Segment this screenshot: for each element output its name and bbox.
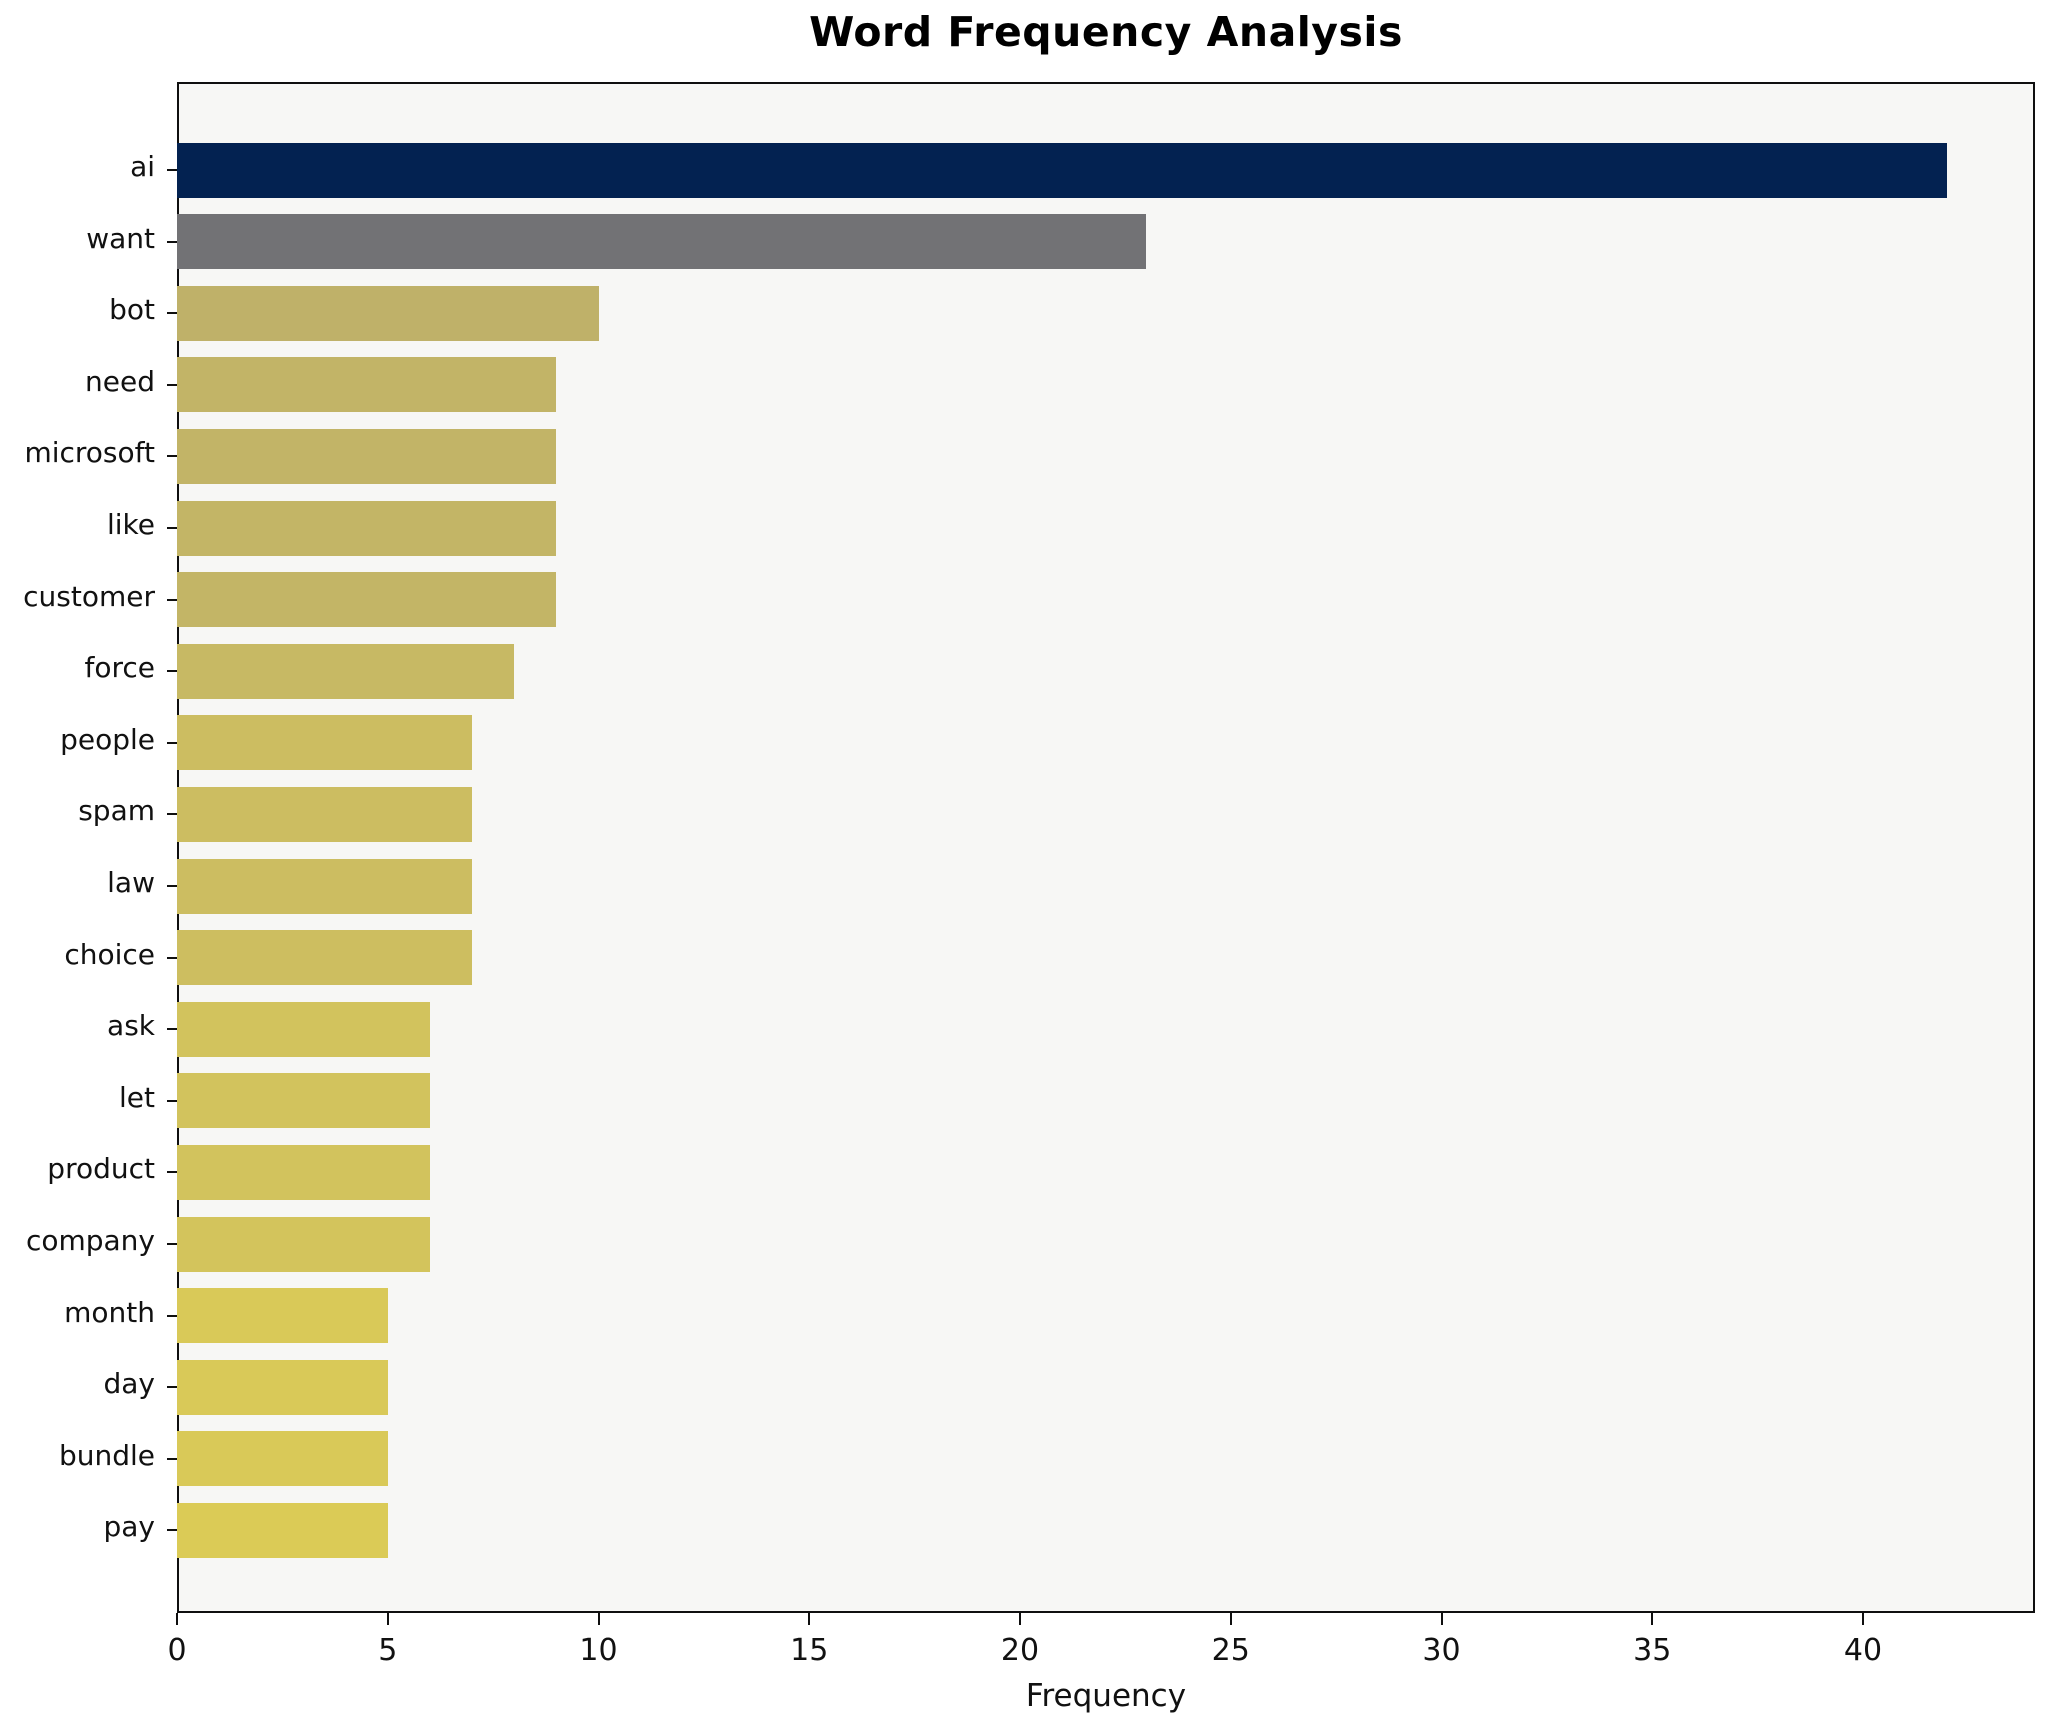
y-tick-label-want: want xyxy=(86,221,155,255)
y-tick-mark xyxy=(167,312,177,315)
bar-want xyxy=(177,214,1147,270)
y-tick-mark xyxy=(167,1171,177,1174)
y-tick-mark xyxy=(167,1028,177,1031)
y-tick-mark xyxy=(167,1457,177,1460)
bar-company xyxy=(177,1216,430,1272)
y-tick-label-force: force xyxy=(84,651,155,685)
y-tick-label-product: product xyxy=(47,1152,155,1186)
y-tick-label-ask: ask xyxy=(107,1009,155,1043)
y-tick-label-bundle: bundle xyxy=(58,1438,155,1472)
y-tick-label-pay: pay xyxy=(103,1510,155,1544)
bar-spam xyxy=(177,786,473,842)
y-tick-label-customer: customer xyxy=(23,579,155,613)
y-tick-label-law: law xyxy=(107,866,155,899)
x-tick-mark xyxy=(386,1613,389,1625)
bar-bundle xyxy=(177,1431,388,1487)
bar-choice xyxy=(177,930,473,986)
y-tick-mark xyxy=(167,383,177,386)
x-tick-mark xyxy=(808,1613,811,1625)
x-tick-mark xyxy=(1229,1613,1232,1625)
bar-product xyxy=(177,1144,430,1200)
x-tick-label-40: 40 xyxy=(1843,1633,1883,1668)
x-tick-label-25: 25 xyxy=(1211,1633,1250,1668)
bar-force xyxy=(177,643,515,699)
x-axis-label: Frequency xyxy=(1025,1678,1187,1714)
x-tick-label-20: 20 xyxy=(1000,1633,1040,1668)
y-tick-mark xyxy=(167,527,177,529)
y-tick-label-people: people xyxy=(60,722,155,756)
y-tick-label-microsoft: microsoft xyxy=(24,436,155,470)
y-tick-label-day: day xyxy=(103,1367,155,1401)
bar-like xyxy=(177,500,557,556)
y-tick-mark xyxy=(167,813,177,816)
chart-title: Word Frequency Analysis xyxy=(809,8,1403,56)
y-tick-mark xyxy=(167,1386,177,1389)
x-tick-mark xyxy=(1440,1613,1443,1625)
y-tick-mark xyxy=(167,598,177,601)
bar-ai xyxy=(177,142,1948,198)
bar-day xyxy=(177,1359,388,1415)
bar-need xyxy=(177,357,557,413)
bar-law xyxy=(177,858,473,914)
y-tick-mark xyxy=(167,885,177,887)
x-tick-mark xyxy=(597,1613,600,1625)
x-tick-label-0: 0 xyxy=(167,1633,187,1668)
y-tick-label-ai: ai xyxy=(130,150,155,183)
x-tick-label-10: 10 xyxy=(579,1633,618,1668)
bar-bot xyxy=(177,285,599,341)
y-tick-label-month: month xyxy=(64,1295,155,1329)
x-tick-mark xyxy=(1651,1613,1654,1625)
y-tick-mark xyxy=(167,1243,177,1245)
x-tick-mark xyxy=(1862,1613,1864,1625)
x-tick-label-35: 35 xyxy=(1633,1633,1672,1668)
x-tick-mark xyxy=(176,1613,178,1625)
bar-people xyxy=(177,715,473,771)
y-tick-mark xyxy=(167,1529,177,1532)
y-tick-label-need: need xyxy=(85,364,155,398)
y-tick-label-bot: bot xyxy=(109,293,155,327)
y-tick-mark xyxy=(167,1314,177,1317)
y-tick-mark xyxy=(167,956,177,959)
x-tick-label-5: 5 xyxy=(378,1633,398,1668)
y-tick-label-choice: choice xyxy=(64,937,155,971)
bar-ask xyxy=(177,1001,430,1057)
x-tick-mark xyxy=(1019,1613,1021,1625)
y-tick-label-company: company xyxy=(25,1224,155,1257)
y-tick-mark xyxy=(167,455,177,458)
bar-let xyxy=(177,1073,430,1129)
y-tick-label-spam: spam xyxy=(78,794,155,828)
y-tick-mark xyxy=(167,670,177,673)
y-tick-label-like: like xyxy=(106,508,155,541)
y-tick-label-let: let xyxy=(119,1080,155,1114)
x-tick-label-15: 15 xyxy=(790,1633,829,1668)
bar-customer xyxy=(177,572,557,628)
y-tick-mark xyxy=(167,169,177,171)
x-tick-label-30: 30 xyxy=(1422,1633,1461,1668)
y-tick-mark xyxy=(167,741,177,744)
bar-pay xyxy=(177,1502,388,1558)
bar-month xyxy=(177,1288,388,1344)
bar-microsoft xyxy=(177,428,557,484)
y-tick-mark xyxy=(167,240,177,243)
y-tick-mark xyxy=(167,1099,177,1102)
